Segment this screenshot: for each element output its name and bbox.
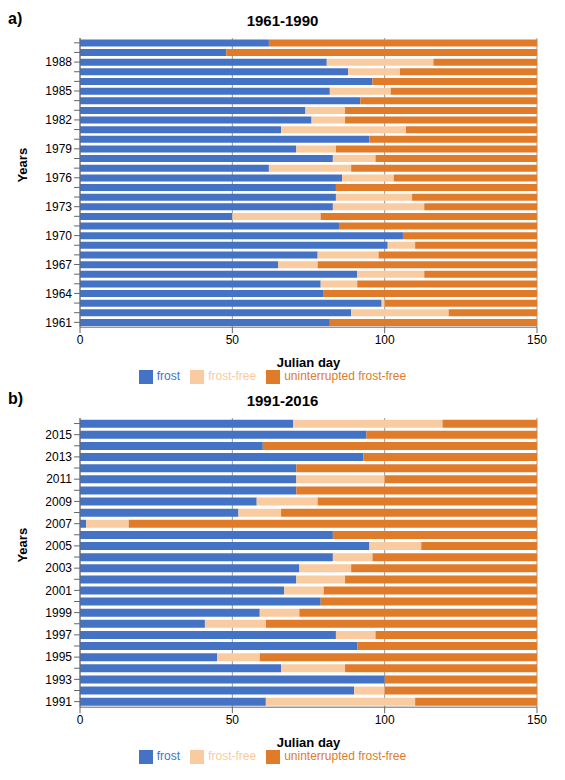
svg-text:150: 150 <box>527 333 547 347</box>
html-text:frost: frost <box>156 369 181 384</box>
svg-text:2011: 2011 <box>46 472 72 486</box>
svg-text:1973: 1973 <box>45 200 72 214</box>
svg-text:2003: 2003 <box>45 561 72 575</box>
svg-text:1988: 1988 <box>45 55 72 69</box>
svg-text:1999: 1999 <box>45 606 72 620</box>
svg-text:1985: 1985 <box>45 84 72 98</box>
svg-text:Julian day: Julian day <box>277 735 341 750</box>
svg-text:2013: 2013 <box>45 450 72 464</box>
svg-text:2009: 2009 <box>45 495 72 509</box>
html-text:a): a) <box>8 10 23 27</box>
svg-text:Years: Years <box>15 148 30 183</box>
html-text:uninterrupted frost-free: uninterrupted frost-free <box>284 369 407 384</box>
svg-text:1976: 1976 <box>45 171 72 185</box>
svg-text:100: 100 <box>375 333 395 347</box>
svg-text:150: 150 <box>527 713 547 727</box>
svg-text:0: 0 <box>77 713 84 727</box>
svg-text:1970: 1970 <box>45 229 72 243</box>
svg-text:1991: 1991 <box>45 695 72 709</box>
html-text:frost-free: frost-free <box>208 749 257 764</box>
svg-text:1967: 1967 <box>45 258 72 272</box>
svg-text:50: 50 <box>226 713 240 727</box>
html-text:b): b) <box>8 390 24 407</box>
svg-text:1993: 1993 <box>45 673 72 687</box>
svg-text:1979: 1979 <box>45 142 72 156</box>
svg-text:2007: 2007 <box>45 517 72 531</box>
svg-text:1982: 1982 <box>45 113 72 127</box>
html-text:frost-free: frost-free <box>208 369 257 384</box>
svg-text:1964: 1964 <box>45 287 72 301</box>
html-text:1961-1990: 1961-1990 <box>246 12 319 29</box>
svg-text:1961: 1961 <box>45 316 72 330</box>
svg-text:0: 0 <box>77 333 84 347</box>
html-text:uninterrupted frost-free: uninterrupted frost-free <box>284 749 407 764</box>
svg-text:1995: 1995 <box>45 650 72 664</box>
html-text:frost: frost <box>156 749 181 764</box>
svg-text:2001: 2001 <box>45 584 72 598</box>
svg-text:100: 100 <box>375 713 395 727</box>
html-text:1991-2016: 1991-2016 <box>246 392 319 409</box>
svg-text:2005: 2005 <box>45 539 72 553</box>
svg-text:2015: 2015 <box>45 428 72 442</box>
svg-text:1997: 1997 <box>45 628 72 642</box>
svg-text:50: 50 <box>226 333 240 347</box>
svg-text:Julian day: Julian day <box>277 355 341 370</box>
svg-text:Years: Years <box>15 528 30 563</box>
